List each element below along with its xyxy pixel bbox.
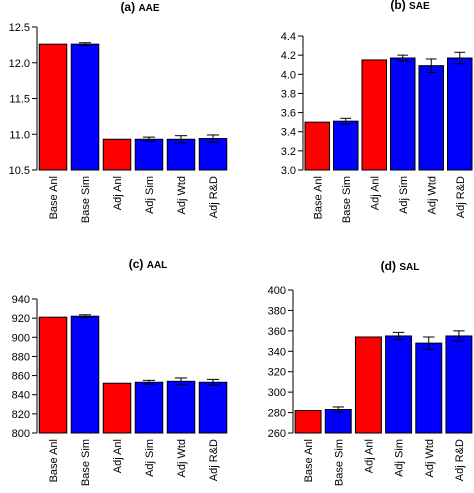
chart-panel-d: (d) SAL 260 280 300 320 340 360 380 400 Base Anl B… (268, 259, 473, 486)
y-tick-label: 820 (12, 409, 30, 421)
bar-base-anl (38, 316, 68, 434)
x-tick-label: Base Anl (303, 439, 315, 482)
x-tick-label: Base Sim (333, 439, 345, 486)
bar-adj-sim (134, 138, 164, 171)
panel-title-text: SAE (409, 1, 430, 12)
bar-adj-wtd (415, 342, 443, 434)
x-tick-label: Adj Wtd (176, 439, 188, 478)
x-tick-label: Adj Wtd (176, 176, 188, 215)
bar-adj-sim (389, 57, 416, 171)
y-tick-label: 3.6 (281, 108, 296, 120)
x-tick-label: Adj R&D (454, 439, 466, 481)
bar-adj-sim (134, 381, 164, 434)
panel-title-text: SAL (399, 262, 419, 273)
chart-panel-b: (b) SAE 3.0 3.2 3.4 3.6 3.8 4.0 4.2 4.4 Base Anl B… (281, 0, 473, 223)
x-tick-label: Adj Sim (398, 176, 410, 214)
panel-label: (c) (129, 257, 147, 271)
x-tick-label: Adj R&D (208, 439, 220, 481)
bar-base-anl (294, 410, 322, 434)
y-tick-label: 3.8 (281, 88, 296, 100)
y-tick-label: 11.5 (9, 94, 30, 106)
x-tick-label: Adj Sim (394, 439, 406, 477)
y-tick-label: 860 (12, 371, 30, 383)
y-tick-label: 4.4 (281, 31, 296, 43)
bar-adj-r-d (445, 335, 473, 434)
panel-title: (b) SAE (390, 0, 430, 12)
panel-title: (c) AAL (129, 257, 168, 271)
panel-label: (a) (120, 0, 138, 14)
panel-title-text: AAL (147, 260, 168, 271)
y-tick-label: 400 (268, 285, 286, 297)
bar-base-anl (304, 121, 331, 171)
y-tick-label: 300 (268, 387, 286, 399)
y-tick-label: 3.2 (281, 146, 296, 158)
x-tick-label: Adj Anl (369, 176, 381, 210)
chart-panel-a: (a) AAE 10.5 11.0 11.5 12.0 12.5 Base Anl Base … (9, 0, 228, 223)
x-tick-label: Adj Anl (112, 439, 124, 473)
x-tick-label: Base Sim (80, 439, 92, 486)
y-tick-label: 360 (268, 326, 286, 338)
bar-adj-sim (385, 335, 413, 434)
x-tick-label: Adj R&D (208, 176, 220, 218)
y-tick-label: 4.2 (281, 50, 296, 62)
x-tick-label: Adj Anl (112, 176, 124, 210)
x-tick-label: Adj Sim (144, 176, 156, 214)
x-tick-label: Base Anl (48, 439, 60, 482)
bar-adj-anl (102, 382, 132, 434)
bar-base-sim (324, 409, 352, 434)
panel-label: (d) (381, 259, 400, 273)
panel-title-text: AAE (138, 3, 159, 14)
bar-base-sim (332, 120, 359, 171)
bar-adj-r-d (198, 381, 228, 434)
x-tick-label: Adj R&D (455, 176, 467, 218)
bar-adj-wtd (418, 65, 445, 171)
x-tick-label: Adj Sim (144, 439, 156, 477)
y-tick-label: 3.0 (281, 165, 296, 177)
x-tick-label: Adj Wtd (426, 176, 438, 215)
x-tick-label: Base Sim (341, 176, 353, 223)
y-tick-label: 12.0 (9, 58, 30, 70)
chart-panel-c: (c) AAL 800 820 840 860 880 900 920 940 Base Anl B… (12, 257, 228, 486)
x-tick-label: Adj Wtd (424, 439, 436, 478)
bar-adj-r-d (446, 57, 473, 171)
y-tick-label: 920 (12, 313, 30, 325)
bar-adj-r-d (198, 138, 228, 171)
panel-label: (b) (390, 0, 409, 12)
bar-adj-wtd (166, 380, 196, 434)
y-tick-label: 3.4 (281, 127, 296, 139)
bar-adj-anl (361, 59, 388, 171)
x-tick-label: Adj Anl (363, 439, 375, 473)
x-tick-label: Base Anl (48, 176, 60, 219)
bar-base-sim (70, 43, 100, 171)
y-tick-label: 840 (12, 390, 30, 402)
panel-title: (d) SAL (381, 259, 420, 273)
bar-adj-anl (102, 138, 132, 171)
x-tick-label: Base Anl (312, 176, 324, 219)
y-tick-label: 800 (12, 428, 30, 440)
bar-adj-anl (354, 336, 382, 434)
y-tick-label: 880 (12, 351, 30, 363)
y-tick-label: 900 (12, 332, 30, 344)
y-tick-label: 940 (12, 294, 30, 306)
bar-adj-wtd (166, 138, 196, 171)
y-tick-label: 4.0 (281, 69, 296, 81)
y-tick-label: 340 (268, 346, 286, 358)
bar-base-sim (70, 315, 100, 434)
y-tick-label: 11.0 (9, 129, 30, 141)
y-tick-label: 320 (268, 367, 286, 379)
y-tick-label: 260 (268, 428, 286, 440)
bar-base-anl (38, 43, 68, 171)
y-tick-label: 380 (268, 305, 286, 317)
y-tick-label: 10.5 (9, 165, 30, 177)
panel-title: (a) AAE (120, 0, 159, 14)
y-tick-label: 12.5 (9, 22, 30, 34)
x-tick-label: Base Sim (80, 176, 92, 223)
y-tick-label: 280 (268, 408, 286, 420)
